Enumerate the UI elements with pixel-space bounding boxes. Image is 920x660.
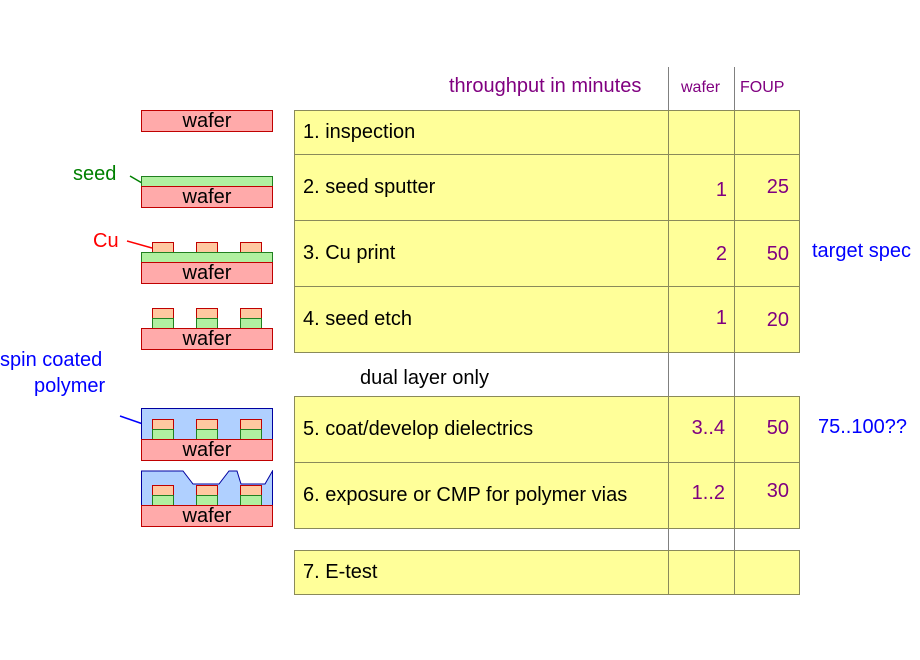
target-range-label: 75..100??	[818, 416, 907, 438]
foup-time: 50	[766, 243, 789, 265]
cu-pointer	[126, 240, 153, 249]
table-row: 2. seed sputter 1 25	[294, 154, 800, 221]
wafer-column-header: wafer	[681, 79, 721, 96]
foup-time: 20	[766, 309, 789, 331]
foup-time: 30	[766, 480, 789, 502]
table-row: 1. inspection	[294, 110, 800, 155]
foup-time: 25	[766, 176, 789, 198]
wafer-2: wafer	[141, 186, 273, 208]
dual-layer-label: dual layer only	[360, 367, 489, 389]
seed-pointer	[129, 175, 143, 184]
throughput-header: throughput in minutes	[449, 75, 642, 97]
table-row: 5. coat/develop dielectrics 3..4 50	[294, 396, 800, 463]
table-row: 3. Cu print 2 50	[294, 220, 800, 287]
wafer-time: 1	[715, 179, 727, 201]
wafer-3: wafer	[141, 262, 273, 284]
polymer-label-line2: polymer	[34, 375, 106, 397]
wafer-time: 3..4	[691, 417, 725, 439]
wafer-1: wafer	[141, 110, 273, 132]
table-row: 6. exposure or CMP for polymer vias 1..2…	[294, 462, 800, 529]
step-label: 3. Cu print	[303, 242, 396, 264]
step-label: 6. exposure or CMP for polymer vias	[303, 484, 628, 506]
step-label: 2. seed sputter	[303, 176, 436, 198]
step-label: 1. inspection	[303, 121, 416, 143]
cu-label: Cu	[93, 230, 119, 252]
target-spec-label: target spec	[812, 240, 911, 262]
table-row: 4. seed etch 1 20	[294, 286, 800, 353]
wafer-time: 1..2	[691, 482, 725, 504]
foup-time: 50	[766, 417, 789, 439]
step-label: 7. E-test	[303, 561, 378, 583]
polymer-label-line1: spin coated	[0, 349, 103, 371]
wafer-4: wafer	[141, 328, 273, 350]
wafer-time: 1	[715, 307, 727, 329]
wafer-5: wafer	[141, 439, 273, 461]
polymer-pointer	[119, 415, 144, 425]
step-label: 4. seed etch	[303, 308, 412, 330]
seed-label: seed	[73, 163, 117, 185]
wafer-time: 2	[715, 243, 727, 265]
wafer-6: wafer	[141, 505, 273, 527]
step-label: 5. coat/develop dielectrics	[303, 418, 534, 440]
table-row: 7. E-test	[294, 550, 800, 595]
foup-column-header: FOUP	[740, 79, 785, 96]
